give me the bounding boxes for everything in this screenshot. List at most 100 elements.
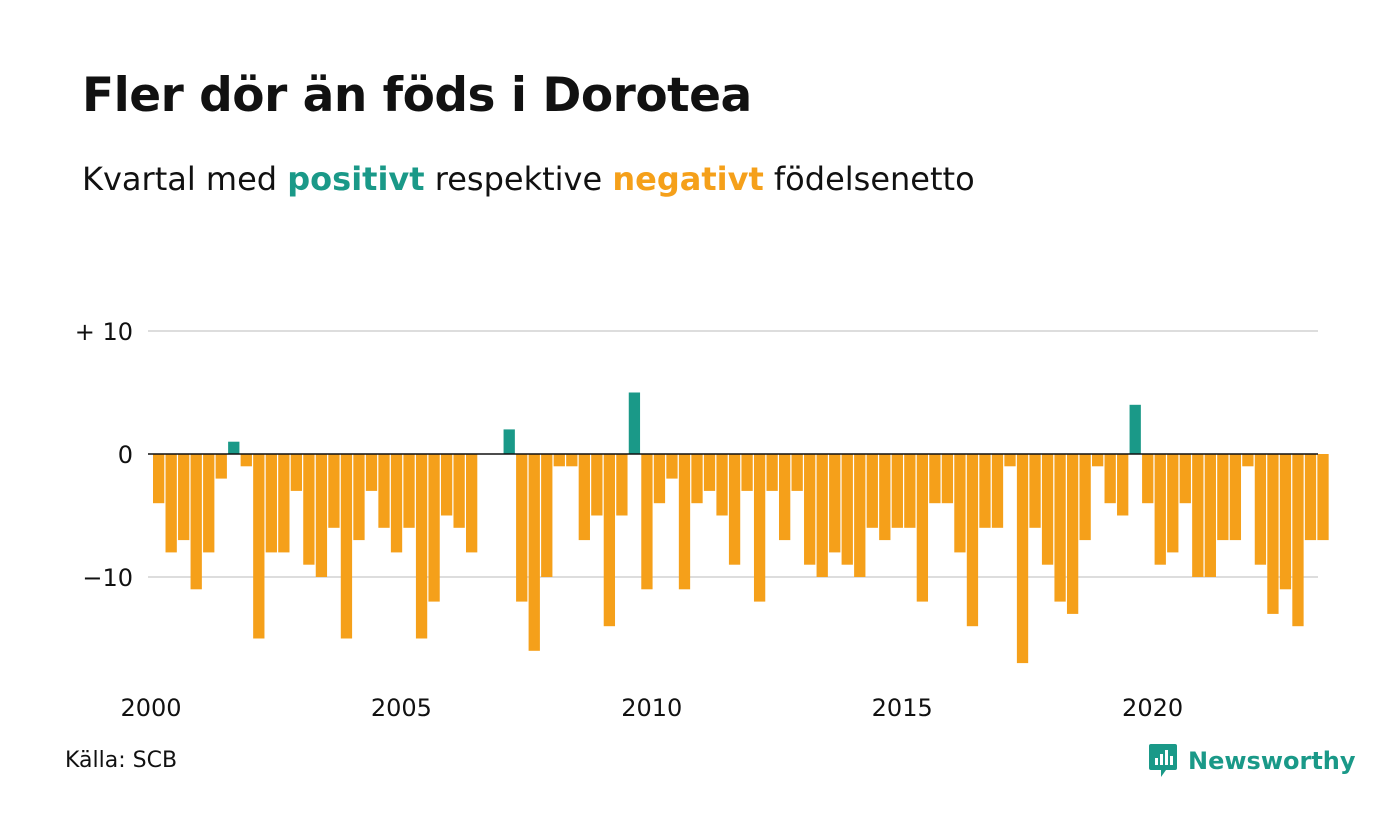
bar (891, 454, 903, 528)
bar (1317, 454, 1329, 541)
bar (841, 454, 853, 565)
bar (766, 454, 778, 491)
bar (466, 454, 478, 553)
bar (653, 454, 666, 504)
bar (190, 454, 202, 590)
bar (866, 454, 878, 528)
bar (215, 454, 227, 479)
bar (603, 454, 616, 627)
subtitle-suffix: födelsenetto (763, 160, 975, 198)
bar (203, 454, 215, 553)
bar (265, 454, 277, 553)
chart-title: Fler dör än föds i Dorotea (82, 68, 752, 123)
bar (440, 454, 453, 516)
chart-subtitle: Kvartal med positivt respektive negativt… (82, 160, 975, 198)
subtitle-positive-term: positivt (287, 160, 425, 198)
bar (528, 454, 540, 651)
bar (453, 454, 465, 528)
newsworthy-logo-icon (1149, 744, 1177, 777)
bar (340, 454, 353, 639)
bar (616, 454, 628, 516)
bar (1142, 454, 1154, 504)
bar (541, 454, 553, 577)
bar (804, 454, 816, 565)
bar (1004, 454, 1016, 467)
bar (1192, 454, 1204, 577)
bar (1304, 454, 1317, 541)
bar (1092, 454, 1104, 467)
bar (415, 454, 428, 639)
bar (1104, 454, 1116, 504)
bar (716, 454, 728, 516)
bar (929, 454, 941, 504)
bar (691, 454, 703, 504)
brand-name: Newsworthy (1188, 747, 1356, 775)
bar (516, 454, 528, 602)
bar (904, 454, 916, 528)
bar (378, 454, 390, 528)
source-note: Källa: SCB (65, 748, 178, 773)
bar (854, 454, 866, 577)
bar (678, 454, 691, 590)
bar (253, 454, 265, 639)
bar (578, 454, 590, 541)
bar (753, 454, 766, 602)
bar (741, 454, 753, 491)
bar (428, 454, 440, 602)
bar (1179, 454, 1191, 504)
bar (566, 454, 578, 467)
bar (954, 454, 966, 553)
bar (1267, 454, 1279, 614)
bar (1054, 454, 1066, 602)
bar (240, 454, 252, 467)
bar (315, 454, 328, 577)
subtitle-negative-term: negativt (612, 160, 764, 198)
bar (1229, 454, 1242, 541)
y-tick-label: −10 (82, 564, 133, 592)
bar (941, 454, 954, 504)
subtitle-middle: respektive (424, 160, 613, 198)
bar (228, 441, 240, 454)
bar (178, 454, 190, 541)
bar (553, 454, 565, 467)
bar (1279, 454, 1292, 590)
bar (165, 454, 177, 553)
bar (979, 454, 991, 528)
bar (1292, 454, 1304, 627)
bar (791, 454, 803, 491)
bar (328, 454, 340, 528)
bar (278, 454, 290, 553)
bar (816, 454, 828, 577)
bar (1016, 454, 1029, 664)
bar (1254, 454, 1267, 565)
bar (1079, 454, 1091, 541)
bar (966, 454, 979, 627)
bar (390, 454, 403, 553)
bar (728, 454, 741, 565)
bar (991, 454, 1004, 528)
bar (591, 454, 603, 516)
y-tick-label: + 10 (75, 318, 133, 346)
bar (879, 454, 891, 541)
bar (666, 454, 678, 479)
bar (503, 429, 515, 454)
bar (829, 454, 841, 553)
bar (779, 454, 791, 541)
bar (703, 454, 716, 491)
bar (1204, 454, 1216, 577)
bar (1041, 454, 1054, 565)
bar (628, 392, 641, 454)
bar (1129, 404, 1141, 454)
bar (153, 454, 165, 504)
brand-logo: Newsworthy (1148, 742, 1356, 780)
x-tick-label: 2010 (621, 694, 682, 722)
bar (1242, 454, 1254, 467)
bar (1029, 454, 1041, 528)
bar (365, 454, 378, 491)
bar (1117, 454, 1129, 516)
bar (290, 454, 303, 491)
y-tick-label: 0 (118, 441, 133, 469)
bar (403, 454, 415, 528)
bar (1066, 454, 1079, 614)
